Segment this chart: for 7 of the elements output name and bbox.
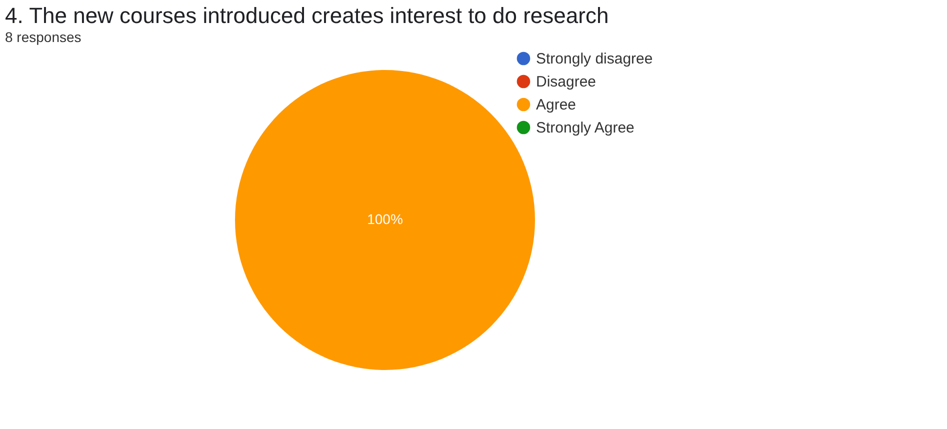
chart-title: 4. The new courses introduced creates interest to do research [5,3,609,28]
data-label: 100% [367,211,403,227]
legend-label: Strongly Agree [536,120,634,136]
legend-label: Agree [536,96,576,114]
legend-label: Disagree [536,74,596,90]
legend-label: Strongly disagree [536,50,653,68]
text: 8 responses [5,29,82,45]
